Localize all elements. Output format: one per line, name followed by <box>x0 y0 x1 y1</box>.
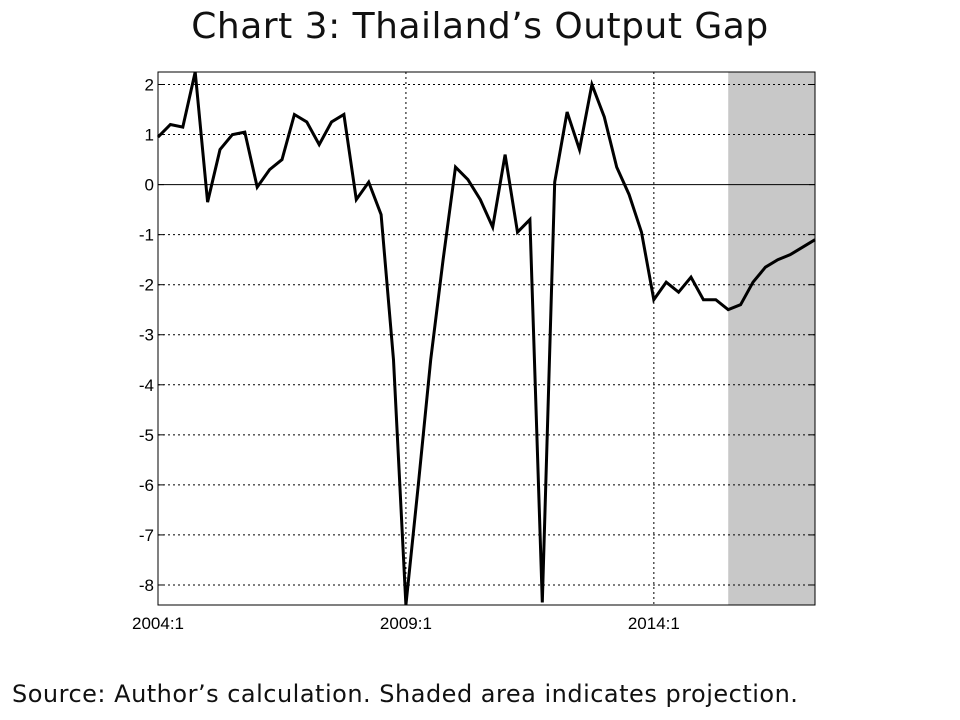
source-note: Source: Author’s calculation. Shaded are… <box>12 680 799 708</box>
y-tick-label: -8 <box>139 576 154 595</box>
y-tick-label: -3 <box>139 326 154 345</box>
y-tick-label: -6 <box>139 476 154 495</box>
y-tick-label: -5 <box>139 426 154 445</box>
x-tick-label: 2014:1 <box>628 614 680 633</box>
y-tick-label: 2 <box>145 76 154 95</box>
y-tick-label: -4 <box>139 376 154 395</box>
x-tick-label: 2004:1 <box>132 614 184 633</box>
plot-frame <box>157 71 816 606</box>
y-tick-label: 1 <box>145 126 154 145</box>
output-gap-series-line <box>156 71 816 606</box>
y-tick-label: -1 <box>139 226 154 245</box>
y-tick-label: -2 <box>139 276 154 295</box>
y-tick-label: 0 <box>145 176 154 195</box>
projection-shaded-area <box>728 72 815 605</box>
y-tick-label: -7 <box>139 526 154 545</box>
chart-title: Chart 3: Thailand’s Output Gap <box>191 6 769 47</box>
x-tick-label: 2009:1 <box>380 614 432 633</box>
